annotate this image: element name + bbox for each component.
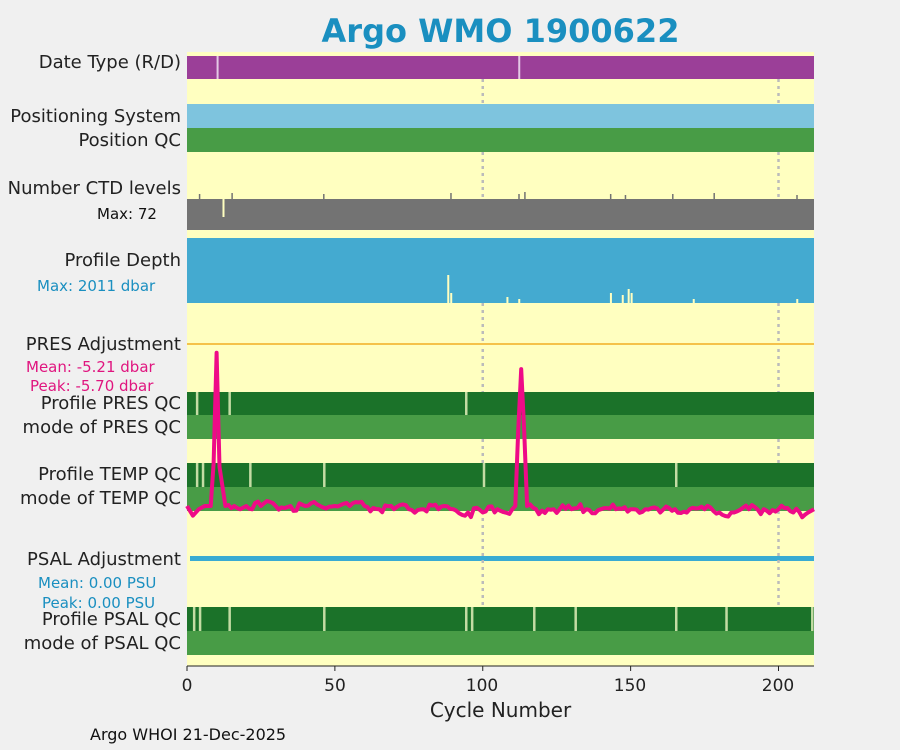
qc-gap xyxy=(228,392,231,415)
depth-notch xyxy=(447,275,450,303)
psal-mean-label: Mean: 0.00 PSU xyxy=(38,574,157,592)
mode-psal-qc-label: mode of PSAL QC xyxy=(23,633,181,654)
qc-gap xyxy=(470,607,474,631)
qc-gap xyxy=(201,463,205,487)
positioning-system-label: Positioning System xyxy=(10,106,181,127)
pres-adjustment-curve xyxy=(185,350,815,520)
x-axis-label: Cycle Number xyxy=(429,698,572,722)
mode-psal-qc-band xyxy=(187,631,814,655)
pres-peak-label: Peak: -5.70 dbar xyxy=(30,377,154,395)
depth-notch xyxy=(796,299,799,303)
ctd-level-spike xyxy=(672,194,674,199)
depth-max-label: Max: 2011 dbar xyxy=(37,277,156,295)
profile-pres-qc-label: Profile PRES QC xyxy=(40,393,181,414)
ctd-level-spike xyxy=(231,193,233,199)
qc-gap xyxy=(323,607,326,631)
qc-gap xyxy=(198,607,202,631)
profile-psal-qc-label: Profile PSAL QC xyxy=(41,609,181,630)
profile-temp-qc-band xyxy=(187,463,814,487)
mode-pres-qc-band xyxy=(187,415,814,439)
pres-mean-label: Mean: -5.21 dbar xyxy=(26,358,155,376)
qc-gap xyxy=(195,463,199,487)
depth-notch xyxy=(621,295,624,303)
mode-pres-qc-label: mode of PRES QC xyxy=(22,417,181,438)
profile-depth-label: Profile Depth xyxy=(64,250,181,271)
x-tick-label: 200 xyxy=(761,676,795,696)
ctd-level-notch xyxy=(222,199,225,217)
chart-title: Argo WMO 1900622 xyxy=(321,12,680,50)
profile-pres-qc-band xyxy=(187,392,814,415)
footer-credit: Argo WHOI 21-Dec-2025 xyxy=(90,725,287,744)
number-ctd-levels-label: Number CTD levels xyxy=(7,178,181,199)
depth-notch xyxy=(609,293,612,303)
date-type-band xyxy=(187,56,814,79)
positioning-system-band xyxy=(187,104,814,128)
qc-gap xyxy=(323,463,326,487)
ctd-level-spike xyxy=(518,194,520,199)
ctd-level-spike xyxy=(624,195,627,199)
profile-depth-band xyxy=(187,238,814,303)
depth-notch xyxy=(518,299,521,303)
depth-notch xyxy=(627,289,630,303)
psal-adjustment-line xyxy=(190,556,814,561)
ctd-level-spike xyxy=(450,193,452,199)
qc-gap xyxy=(465,607,468,631)
qc-gap xyxy=(811,607,814,631)
ctd-max-label: Max: 72 xyxy=(97,205,157,223)
plot-background xyxy=(187,52,814,666)
x-tick-label: 150 xyxy=(613,676,647,696)
ctd-level-spike xyxy=(524,192,526,199)
ctd-level-spike xyxy=(713,193,715,199)
qc-gap xyxy=(249,463,252,487)
depth-notch xyxy=(692,299,695,303)
qc-gap xyxy=(574,607,577,631)
profile-temp-qc-label: Profile TEMP QC xyxy=(38,464,181,485)
ctd-level-spike xyxy=(323,194,325,199)
ctd-level-spike xyxy=(796,195,798,199)
qc-gap xyxy=(482,463,486,487)
qc-gap xyxy=(192,607,196,631)
qc-gap xyxy=(195,392,199,415)
x-tick-label: 100 xyxy=(465,676,499,696)
qc-gap xyxy=(725,607,728,631)
psal-adjustment-label: PSAL Adjustment xyxy=(26,549,181,570)
date-type-gap xyxy=(518,56,521,79)
x-tick-label: 50 xyxy=(324,676,346,696)
depth-notch xyxy=(630,293,633,303)
ctd-level-spike xyxy=(609,194,612,199)
profile-psal-qc-band xyxy=(187,607,814,631)
depth-notch xyxy=(506,297,509,303)
pres-adjustment-label: PRES Adjustment xyxy=(25,334,181,355)
date-type-label: Date Type (R/D) xyxy=(38,52,181,73)
psal-peak-label: Peak: 0.00 PSU xyxy=(42,594,156,612)
position-qc-band xyxy=(187,128,814,152)
depth-notch xyxy=(450,293,453,303)
qc-gap xyxy=(674,607,678,631)
x-tick-label: 0 xyxy=(181,676,193,696)
qc-gap xyxy=(228,607,231,631)
date-type-gap xyxy=(216,56,219,79)
qc-gap xyxy=(674,463,678,487)
number-ctd-levels-band xyxy=(187,199,814,230)
mode-temp-qc-label: mode of TEMP QC xyxy=(19,488,181,509)
position-qc-label: Position QC xyxy=(78,130,181,151)
qc-gap xyxy=(465,392,468,415)
ctd-level-spike xyxy=(198,194,201,199)
qc-gap xyxy=(533,607,536,631)
